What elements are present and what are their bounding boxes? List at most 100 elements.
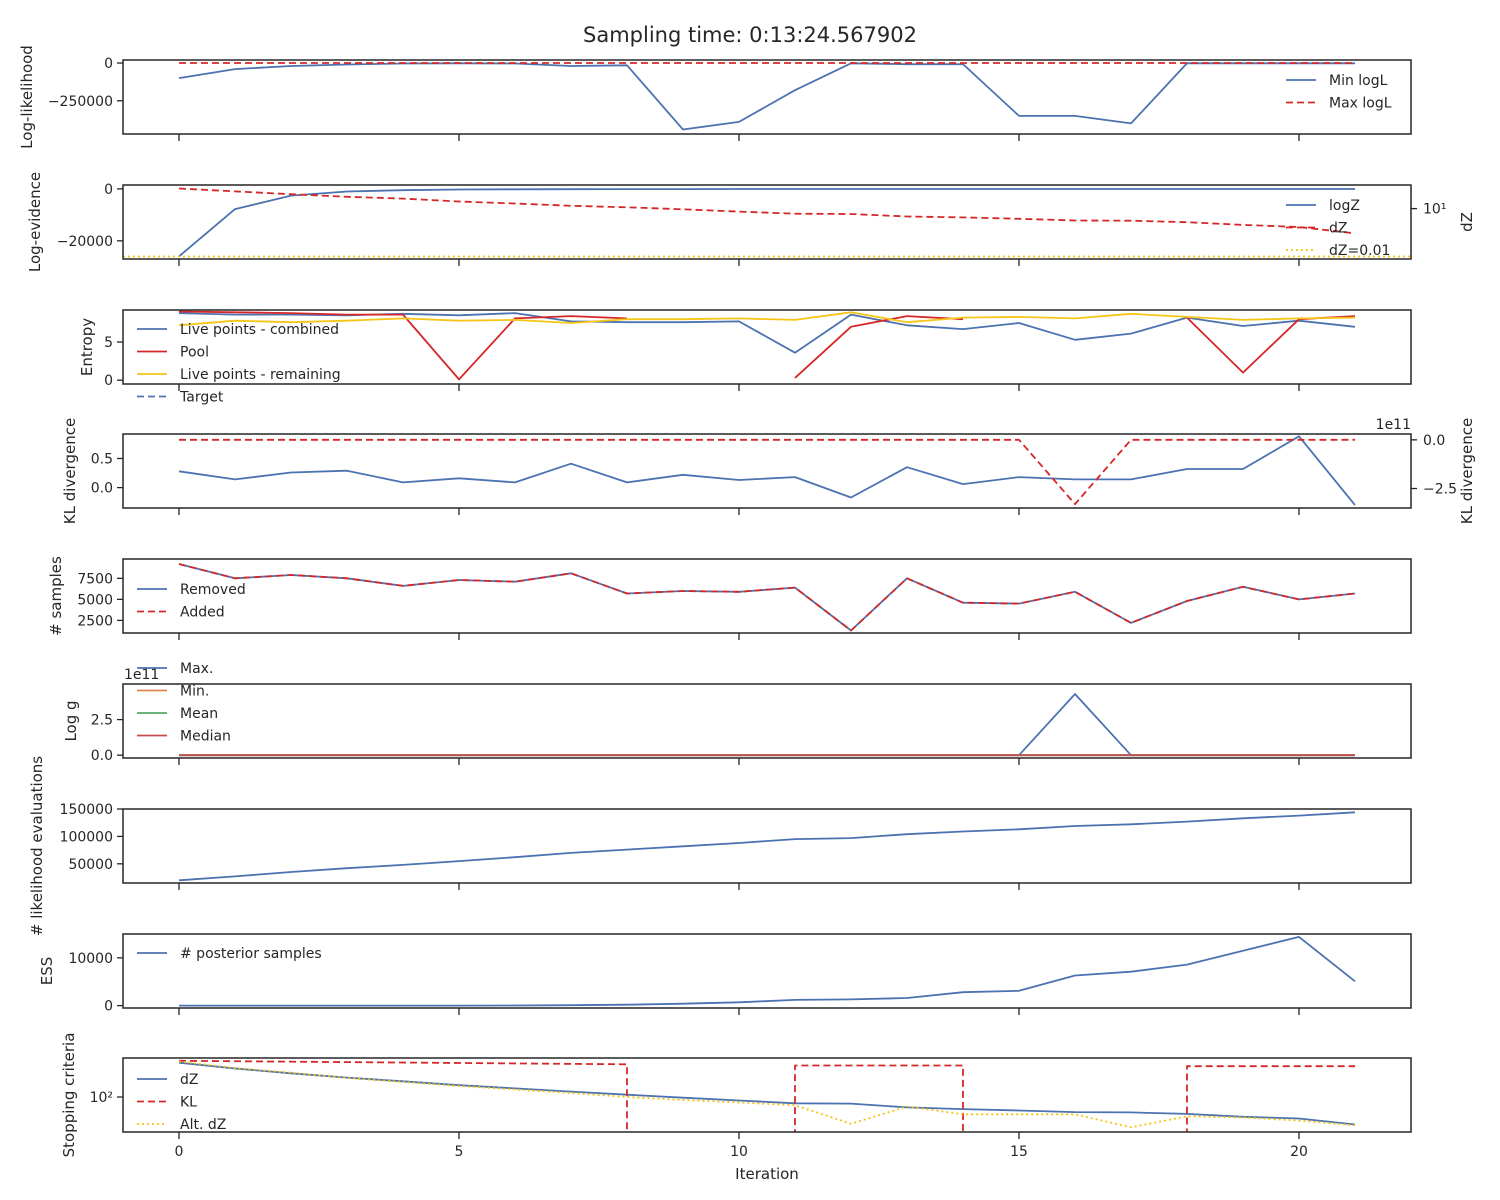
legend-label-1-2: Max logL (1329, 96, 1392, 112)
legend-label-9-2: KL (180, 1095, 197, 1111)
y-axis-label-3: Entropy (78, 318, 96, 376)
y-tick-label-1-1: 0 (104, 56, 113, 72)
y-axis-label-6: Log g (62, 700, 80, 741)
legend-label-6-4: Median (180, 729, 231, 745)
axes-frame-2 (122, 184, 1412, 260)
axes-frame-6 (122, 683, 1412, 759)
y-axis-label-5: # samples (47, 556, 65, 636)
panel-8: 10000 0 ESS # posterior samples (38, 933, 1412, 1015)
y-tick-label-8-2: 0 (104, 999, 113, 1015)
axes-frame-4 (122, 433, 1412, 509)
series-line-9-1 (178, 1061, 1356, 1126)
series-line-6-1 (179, 693, 1355, 757)
legend-label-9-1: dZ (180, 1072, 198, 1088)
y-tick-label-2-1: 0 (104, 182, 113, 198)
legend-label-2-1: logZ (1329, 198, 1360, 214)
y2-offset-label-4: 1e11 (1376, 417, 1411, 433)
series-line-7-1 (178, 811, 1356, 882)
legend-label-6-1: Max. (180, 661, 213, 677)
series-line-3-2 (178, 310, 1356, 381)
plot-area-4 (178, 435, 1356, 506)
plot-area-6 (179, 693, 1355, 757)
y-tick-label-6-2: 0.0 (91, 748, 113, 764)
legend-label-3-4: Target (179, 390, 224, 406)
panel-9: 10² 0 5 10 15 20 Stopping criteria dZ KL Alt. dZ (60, 1033, 1412, 1160)
y-tick-label-7-1: 150000 (60, 802, 113, 818)
legend-label-2-3: dZ=0.01 (1329, 243, 1390, 259)
x-tick-label-2: 5 (455, 1144, 464, 1160)
plot-area-3 (178, 310, 1356, 381)
axes-frame-1 (122, 59, 1412, 135)
plot-area-5 (178, 563, 1356, 632)
series-line-4-2 (179, 438, 1355, 505)
panel-2: 0 −20000 10¹ Log-evidence dZ logZ dZ dZ=0.01 (26, 172, 1476, 272)
y-tick-label-2-2: −20000 (57, 234, 113, 250)
series-line-9-2 (178, 1059, 1355, 1132)
series-line-2-2 (178, 187, 1356, 235)
x-tick-label-1: 0 (175, 1144, 184, 1160)
y-tick-label-1-2: −250000 (48, 94, 113, 110)
y-offset-label-6: 1e11 (124, 667, 159, 683)
y-tick-label-4-2: 0.0 (91, 481, 113, 497)
x-axis-label: Iteration (735, 1165, 799, 1183)
y-axis-label-2: Log-evidence (26, 172, 44, 272)
plot-area-8 (179, 936, 1356, 1007)
y-tick-label-5-1: 7500 (77, 571, 113, 587)
y2-tick-label-4-1: 0.0 (1423, 433, 1445, 449)
y2-tick-label-2-1: 10¹ (1423, 202, 1446, 218)
axes-frame-8 (122, 933, 1412, 1009)
panel-5: 7500 5000 2500 # samples Removed Added (47, 556, 1412, 640)
series-line-3-3 (178, 311, 1356, 327)
panel-3: 0 5 Entropy Live points - combined Pool Live … (78, 309, 1412, 406)
y-tick-label-4-1: 0.5 (91, 451, 113, 467)
series-line-5-1 (178, 563, 1356, 632)
axes-frame-9 (122, 1057, 1412, 1133)
legend-label-6-3: Mean (180, 706, 218, 722)
y-tick-label-7-3: 50000 (68, 857, 113, 873)
x-tick-label-5: 20 (1290, 1144, 1308, 1160)
legend-label-5-2: Added (180, 605, 225, 621)
series-line-2-1 (178, 188, 1355, 258)
x-tick-label-4: 15 (1010, 1144, 1028, 1160)
legend-label-3-1: Live points - combined (180, 322, 339, 338)
plot-area-7 (178, 811, 1356, 882)
y-tick-label-7-2: 100000 (60, 829, 113, 845)
y-axis-label-1: Log-likelihood (18, 45, 36, 149)
figure-title: Sampling time: 0:13:24.567902 (583, 23, 917, 47)
legend-label-8-1: # posterior samples (180, 946, 322, 962)
y-axis-label-8: ESS (38, 957, 56, 986)
plot-area-2 (123, 187, 1411, 258)
y2-axis-label-4: KL divergence (1458, 418, 1476, 524)
y-tick-label-3-2: 5 (104, 335, 113, 351)
axes-frame-7 (122, 808, 1412, 884)
y-tick-label-3-1: 0 (104, 373, 113, 389)
panel-7: 150000 100000 50000 # likelihood evaluation… (28, 756, 1412, 936)
series-line-5-2 (178, 563, 1356, 632)
legend-label-6-2: Min. (180, 684, 209, 700)
legend-label-3-2: Pool (180, 345, 209, 361)
plot-area-1 (178, 62, 1355, 131)
y-tick-label-9-1: 10² (90, 1090, 113, 1106)
y-axis-label-4: KL divergence (61, 418, 79, 524)
y-axis-label-9: Stopping criteria (60, 1033, 78, 1158)
panel-4: 0.5 0.0 0.0 −2.5 1e11 KL divergence KL diverge… (61, 417, 1476, 524)
series-line-9-3 (178, 1060, 1356, 1129)
series-line-8-1 (179, 936, 1356, 1007)
legend-label-5-1: Removed (180, 582, 246, 598)
y-axis-label-7: # likelihood evaluations (28, 756, 46, 936)
y-tick-label-8-1: 10000 (68, 951, 113, 967)
legend-label-2-2: dZ (1329, 221, 1347, 237)
y-tick-label-5-2: 5000 (77, 592, 113, 608)
series-line-4-1 (178, 435, 1356, 506)
panel-6: 2.5 0.0 1e11 Log g Max. Min. Mean Median (62, 661, 1412, 765)
y2-tick-label-4-2: −2.5 (1423, 482, 1457, 498)
legend-label-9-3: Alt. dZ (180, 1117, 226, 1133)
series-line-1-1 (178, 62, 1355, 131)
y-tick-label-6-1: 2.5 (91, 713, 113, 729)
x-tick-label-3: 10 (730, 1144, 748, 1160)
legend-label-3-3: Live points - remaining (180, 367, 341, 383)
panels: 0 −250000 Log-likelihood Min logL Max logL 0 −… (18, 45, 1476, 1160)
plot-area-9 (178, 1059, 1356, 1132)
y-tick-label-5-3: 2500 (77, 613, 113, 629)
